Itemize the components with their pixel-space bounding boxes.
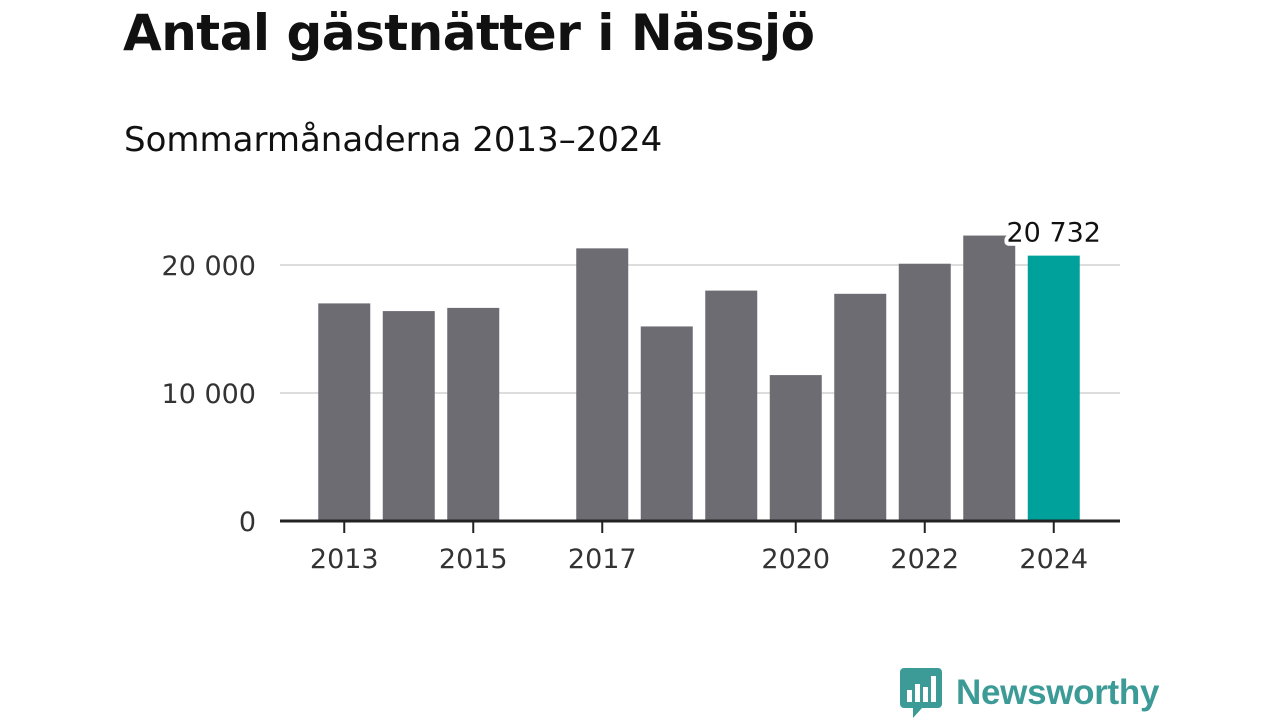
y-tick-label: 20 000 [162,251,256,282]
x-tick-label: 2017 [568,544,637,575]
bar [705,290,758,521]
brand-name: Newsworthy [956,673,1160,712]
bar [834,293,887,521]
data-label-halo: 20 732 [1007,218,1101,249]
bar [447,307,500,521]
bar [318,303,371,521]
x-tick-label: 2013 [310,544,379,575]
x-axis [280,519,1120,533]
x-tick-label: 2024 [1019,544,1088,575]
data-label: 20 732 [1007,218,1101,249]
labels: 0 10 000 20 000 2013 2015 2017 2020 2022 2024 20 … [162,214,1105,575]
bar-chart-speech-bubble-icon [900,668,942,718]
bar [963,235,1016,521]
bar [769,375,822,521]
x-tick-label: 2022 [890,544,959,575]
x-tick-label: 2015 [439,544,508,575]
x-tick-label: 2020 [761,544,830,575]
y-tick-label: 10 000 [162,379,256,410]
bar [898,263,951,521]
bar [382,311,435,521]
y-tick-label: 0 [239,507,256,538]
chart-subtitle: Sommarmånaderna 2013–2024 [124,120,663,160]
chart-title: Antal gästnätter i Nässjö [123,4,815,62]
bars [318,235,1080,522]
bar [1027,255,1080,521]
bar [576,248,629,522]
newsworthy-logo: Newsworthy [900,668,1159,718]
bar [640,326,693,521]
